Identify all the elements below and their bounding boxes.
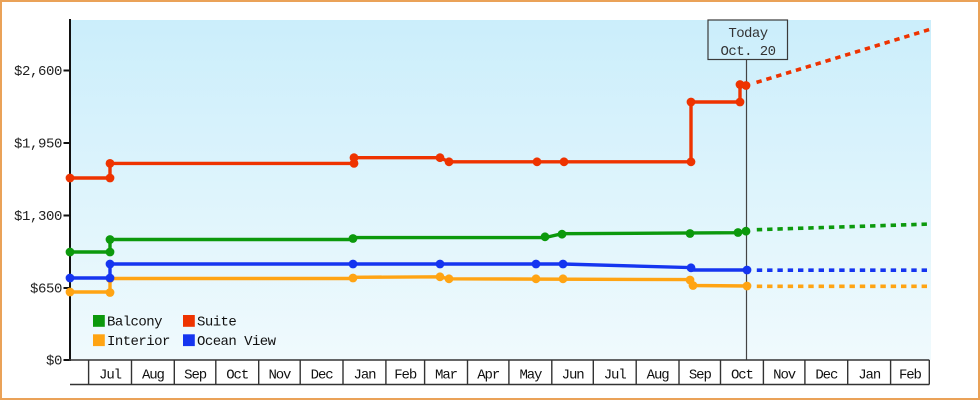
svg-text:Interior: Interior xyxy=(107,334,170,350)
svg-text:Sep: Sep xyxy=(184,368,207,384)
svg-text:Today: Today xyxy=(728,26,767,42)
svg-text:$650: $650 xyxy=(30,282,62,298)
svg-text:Jan: Jan xyxy=(858,368,881,384)
svg-text:Jul: Jul xyxy=(99,368,122,384)
svg-text:Oct: Oct xyxy=(731,368,753,384)
svg-text:Aug: Aug xyxy=(142,368,165,384)
svg-text:$1,300: $1,300 xyxy=(14,209,62,225)
svg-text:Oct: Oct xyxy=(226,368,248,384)
svg-text:Apr: Apr xyxy=(477,368,500,384)
svg-text:Balcony: Balcony xyxy=(107,315,162,331)
svg-text:Oct. 20: Oct. 20 xyxy=(721,44,776,60)
svg-text:Aug: Aug xyxy=(647,368,670,384)
svg-text:Jan: Jan xyxy=(354,368,377,384)
svg-text:Jul: Jul xyxy=(604,368,627,384)
svg-text:Dec: Dec xyxy=(815,368,838,384)
svg-text:Feb: Feb xyxy=(899,368,922,384)
svg-text:Mar: Mar xyxy=(435,368,458,384)
svg-text:Nov: Nov xyxy=(268,368,291,384)
svg-text:$2,600: $2,600 xyxy=(14,64,62,80)
svg-text:Sep: Sep xyxy=(689,368,712,384)
svg-text:Suite: Suite xyxy=(197,315,236,331)
svg-text:$1,950: $1,950 xyxy=(14,137,62,153)
svg-text:May: May xyxy=(519,368,542,384)
svg-text:Jun: Jun xyxy=(562,368,585,384)
svg-text:$0: $0 xyxy=(46,354,62,370)
svg-text:Dec: Dec xyxy=(311,368,334,384)
svg-text:Nov: Nov xyxy=(773,368,796,384)
svg-text:Feb: Feb xyxy=(394,368,417,384)
svg-text:Ocean View: Ocean View xyxy=(197,334,277,350)
